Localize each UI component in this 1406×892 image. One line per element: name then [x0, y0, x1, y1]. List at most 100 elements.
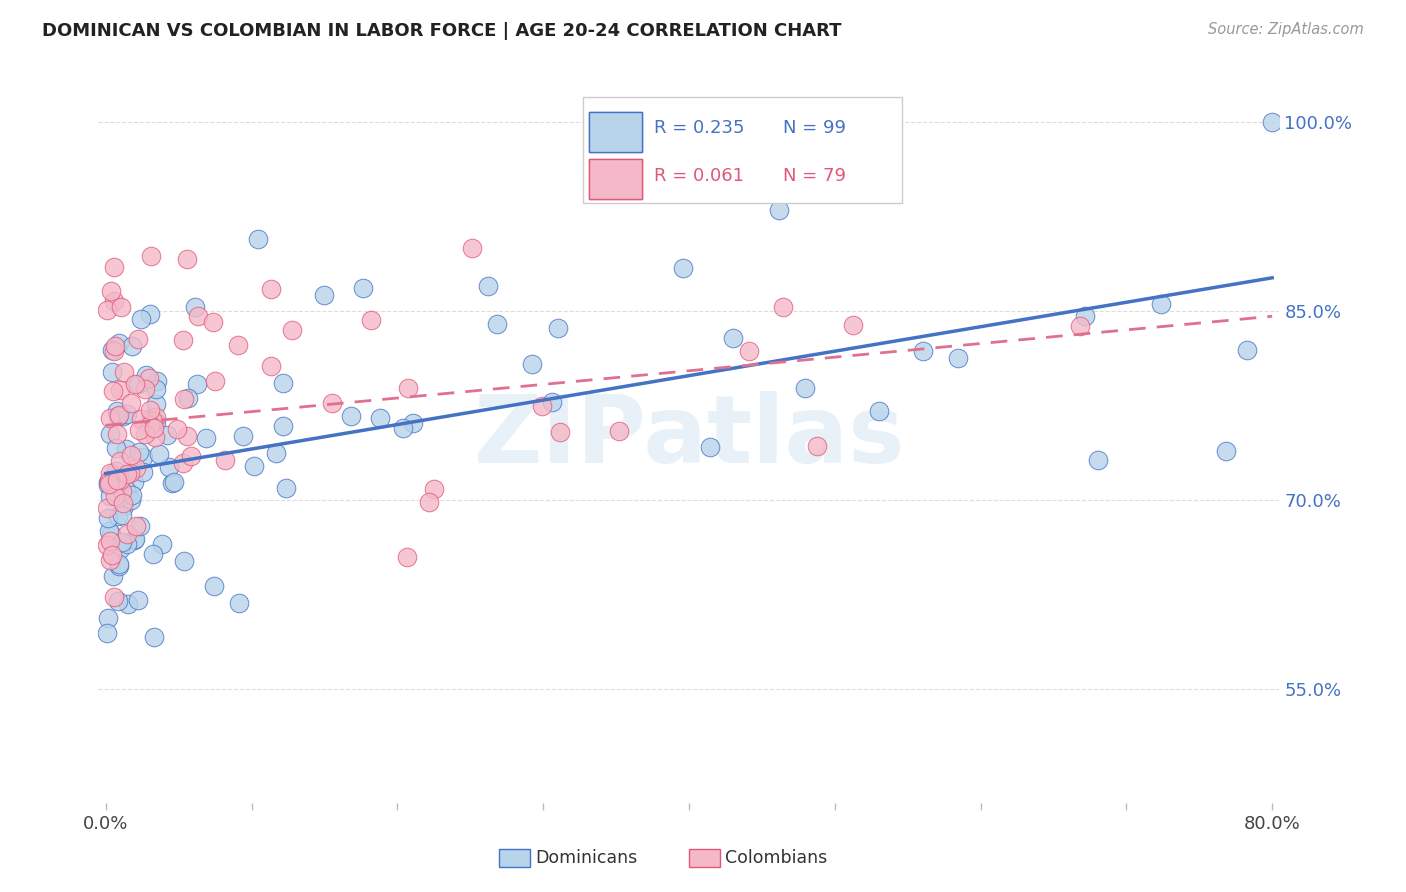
- Point: [392, 421, 415, 435]
- Point: [264, 446, 287, 460]
- Point: [195, 431, 218, 445]
- Point: [738, 343, 761, 358]
- Point: [114, 483, 136, 497]
- Point: [101, 343, 124, 358]
- Point: [98, 474, 121, 488]
- Point: [370, 411, 392, 425]
- Point: [204, 375, 226, 389]
- Point: [112, 496, 135, 510]
- Point: [108, 383, 131, 397]
- Point: [125, 519, 148, 533]
- Point: [868, 404, 890, 418]
- Point: [172, 333, 194, 347]
- Point: [100, 533, 122, 548]
- Point: [129, 412, 152, 426]
- Point: [202, 315, 225, 329]
- Point: [145, 383, 167, 397]
- Point: [115, 467, 138, 481]
- Point: [522, 357, 544, 371]
- Point: [100, 466, 122, 480]
- Point: [104, 489, 127, 503]
- Point: [105, 404, 128, 418]
- Point: [124, 532, 146, 546]
- Point: [107, 508, 129, 523]
- Point: [108, 454, 131, 468]
- Point: [122, 533, 145, 547]
- Point: [127, 376, 149, 391]
- Point: [103, 293, 125, 308]
- Point: [139, 307, 162, 321]
- Point: [117, 597, 139, 611]
- Point: [340, 409, 363, 423]
- FancyBboxPatch shape: [589, 159, 641, 200]
- Point: [104, 339, 127, 353]
- Point: [699, 440, 721, 454]
- Point: [1261, 115, 1284, 129]
- Point: [112, 500, 135, 514]
- Point: [105, 473, 128, 487]
- Text: R = 0.235: R = 0.235: [654, 119, 744, 136]
- Point: [794, 381, 817, 395]
- Point: [111, 484, 134, 499]
- Point: [396, 381, 419, 395]
- Point: [97, 477, 120, 491]
- FancyBboxPatch shape: [582, 97, 901, 203]
- FancyBboxPatch shape: [589, 112, 641, 152]
- Point: [912, 343, 935, 358]
- Point: [107, 473, 129, 487]
- Point: [396, 550, 419, 565]
- Point: [1236, 343, 1258, 358]
- Point: [128, 423, 150, 437]
- Point: [127, 592, 149, 607]
- Point: [120, 467, 142, 481]
- Text: Colombians: Colombians: [725, 849, 828, 867]
- Point: [423, 482, 446, 496]
- Point: [97, 510, 120, 524]
- Text: Source: ZipAtlas.com: Source: ZipAtlas.com: [1208, 22, 1364, 37]
- Point: [166, 422, 188, 436]
- Point: [115, 442, 138, 456]
- Point: [98, 489, 121, 503]
- Point: [402, 416, 425, 430]
- Point: [157, 460, 180, 475]
- Point: [1069, 319, 1091, 334]
- Point: [772, 300, 794, 314]
- Point: [128, 445, 150, 459]
- Point: [276, 481, 298, 495]
- Point: [946, 351, 969, 365]
- Point: [173, 392, 195, 406]
- Point: [98, 524, 121, 539]
- Point: [105, 426, 128, 441]
- Point: [98, 427, 121, 442]
- Point: [105, 442, 128, 456]
- Point: [110, 300, 132, 314]
- Point: [108, 557, 131, 571]
- Point: [104, 464, 127, 478]
- Point: [97, 475, 120, 489]
- Point: [360, 312, 382, 326]
- Point: [103, 590, 125, 604]
- Text: N = 99: N = 99: [783, 119, 846, 136]
- Point: [541, 395, 564, 409]
- Point: [110, 473, 132, 487]
- Point: [247, 232, 270, 246]
- Point: [112, 365, 135, 379]
- Point: [321, 395, 343, 409]
- Point: [139, 249, 162, 263]
- Point: [120, 493, 142, 508]
- Point: [111, 508, 134, 523]
- Text: DOMINICAN VS COLOMBIAN IN LABOR FORCE | AGE 20-24 CORRELATION CHART: DOMINICAN VS COLOMBIAN IN LABOR FORCE | …: [42, 22, 842, 40]
- Point: [112, 409, 135, 424]
- Point: [134, 382, 156, 396]
- Point: [107, 408, 129, 422]
- Point: [1215, 444, 1237, 458]
- Point: [115, 527, 138, 541]
- Point: [134, 426, 156, 441]
- Point: [120, 449, 142, 463]
- Point: [143, 430, 166, 444]
- Point: [121, 339, 143, 353]
- Point: [160, 476, 183, 491]
- Point: [98, 553, 121, 567]
- Point: [145, 397, 167, 411]
- Point: [100, 527, 122, 541]
